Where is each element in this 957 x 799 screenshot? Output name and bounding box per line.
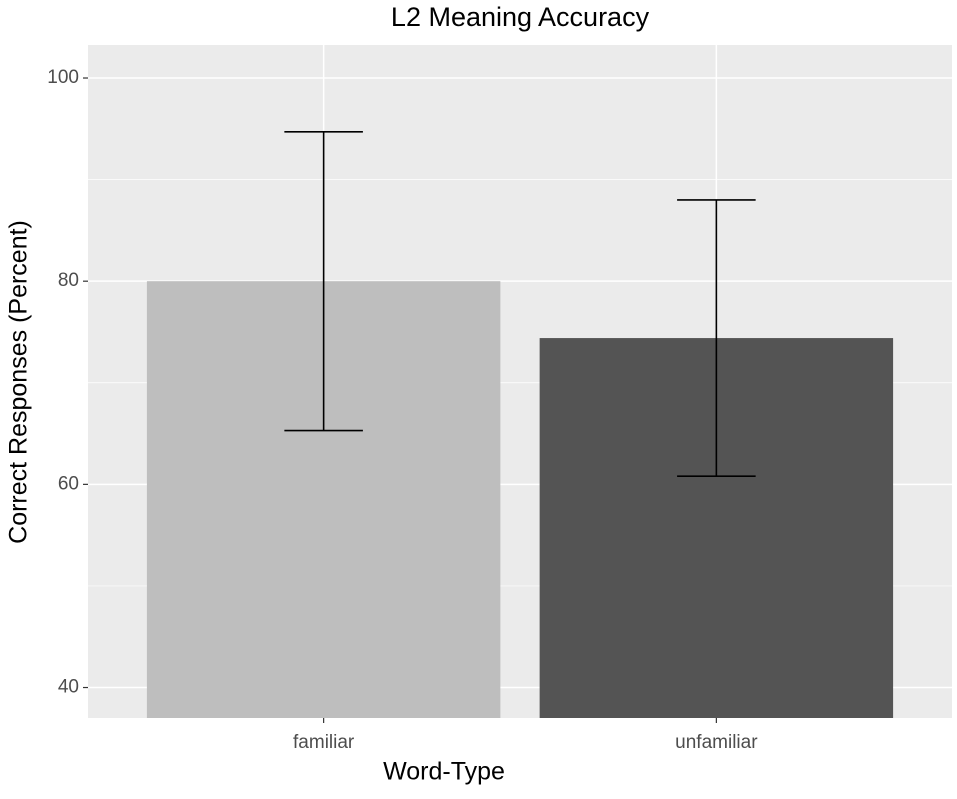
y-tick-label: 80 bbox=[58, 270, 79, 291]
x-tick-label: unfamiliar bbox=[675, 732, 758, 753]
y-axis-label: Correct Responses (Percent) bbox=[5, 220, 33, 544]
chart-title: L2 Meaning Accuracy bbox=[391, 2, 650, 32]
y-tick-label: 60 bbox=[58, 473, 79, 494]
y-tick-label: 40 bbox=[58, 677, 79, 698]
x-tick-label: familiar bbox=[293, 732, 355, 753]
x-axis-label: Word-Type bbox=[383, 758, 505, 786]
error-bar bbox=[677, 199, 756, 478]
y-tick-label: 100 bbox=[47, 67, 79, 88]
error-bar bbox=[284, 131, 363, 432]
